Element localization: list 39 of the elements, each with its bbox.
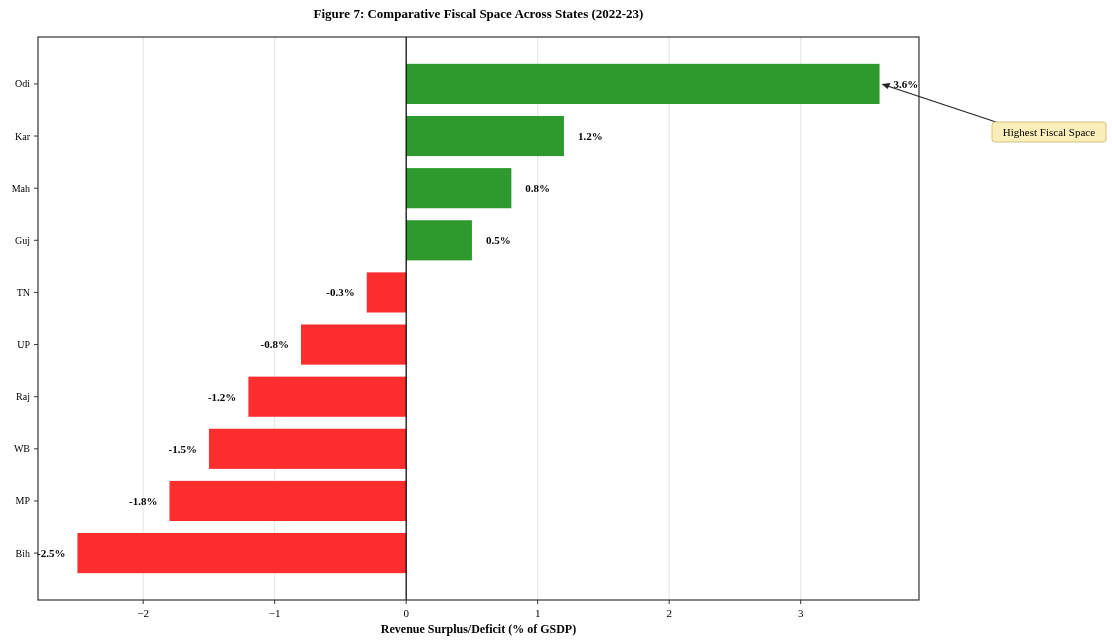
y-tick-label: Mah [11, 182, 30, 194]
y-tick-label: TN [16, 286, 30, 298]
bar [366, 272, 407, 313]
y-tick-label: Kar [15, 130, 31, 142]
y-tick-label: Raj [16, 391, 30, 403]
x-tick-label: 1 [534, 607, 541, 619]
x-tick-label: −1 [268, 607, 281, 619]
bar [406, 168, 512, 209]
y-tick-label: MP [15, 495, 31, 507]
data-label: 3.6% [893, 77, 919, 90]
x-tick-label: 2 [666, 607, 672, 619]
data-label: -0.3% [326, 286, 355, 299]
bar [406, 220, 472, 261]
annotation: Highest Fiscal Space [1002, 125, 1096, 138]
data-label: 1.2% [577, 129, 603, 142]
bar [300, 324, 407, 365]
y-tick-label: WB [13, 443, 31, 455]
data-label: -1.5% [168, 442, 197, 455]
x-axis-title: Revenue Surplus/Deficit (% of GSDP) [380, 622, 577, 636]
x-tick-label: −2 [137, 607, 150, 619]
bar [208, 428, 407, 469]
data-label: -1.2% [207, 390, 237, 403]
y-tick-label: Bih [15, 547, 30, 559]
data-label: 0.5% [485, 234, 511, 247]
bar [406, 115, 564, 157]
bar [169, 480, 407, 522]
y-tick-label: Guj [15, 234, 30, 246]
bar [248, 376, 407, 417]
x-tick-label: 3 [797, 607, 804, 619]
data-label: -2.5% [37, 546, 66, 559]
bar [406, 63, 880, 104]
data-label: -0.8% [260, 338, 289, 351]
data-label: -1.8% [129, 494, 158, 507]
y-tick-label: Odi [15, 78, 31, 90]
data-label: 0.8% [525, 182, 551, 195]
x-tick-label: 0 [403, 607, 410, 619]
chart-title: Figure 7: Comparative Fiscal Space Across States (2022-23) [313, 6, 644, 21]
y-tick-label: UP [17, 339, 31, 351]
bar [77, 533, 407, 574]
